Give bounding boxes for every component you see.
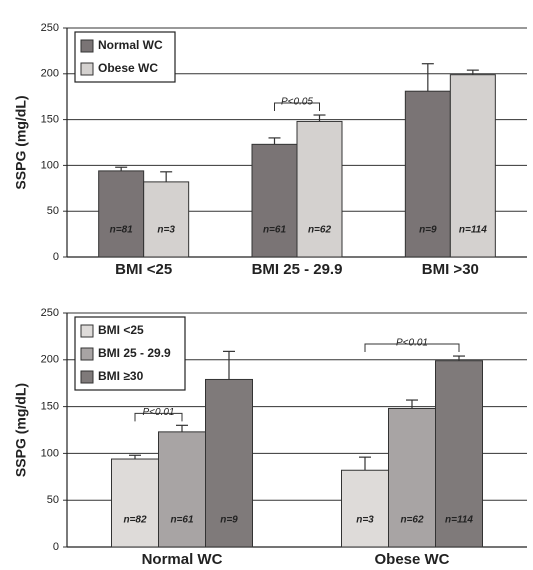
y-tick-label: 250 [41,307,59,319]
x-tick-label: BMI <25 [115,261,172,278]
x-tick-label: BMI 25 - 29.9 [252,261,343,278]
n-label: n=61 [170,515,194,526]
y-tick-label: 200 [41,354,59,366]
bar [388,407,436,548]
n-label: n=62 [400,515,424,526]
annotation: P<0.01 [396,338,428,349]
legend-swatch [80,62,94,76]
bar [251,143,298,258]
bar [98,170,145,258]
n-label: n=9 [419,225,437,236]
legend-label: BMI ≥30 [98,369,144,383]
y-axis-label: SSPG (mg/dL) [13,95,29,189]
significance-bracket [364,343,460,353]
legend-label: BMI <25 [98,323,144,337]
y-tick-label: 200 [41,68,59,80]
annotation: P<0.01 [143,407,175,418]
bar [296,120,343,258]
y-tick-label: 250 [41,22,59,34]
legend-swatch [80,39,94,53]
legend-label: Normal WC [98,38,163,52]
significance-bracket [134,412,183,422]
y-tick-label: 0 [53,541,59,553]
legend-swatch [80,347,94,361]
bar [158,431,206,548]
y-tick-label: 150 [41,114,59,126]
x-tick-label: Obese WC [374,551,449,568]
y-tick-label: 50 [47,205,59,217]
n-label: n=3 [356,515,374,526]
bar [143,181,190,258]
bar [205,378,253,548]
legend-swatch [80,324,94,338]
y-tick-label: 150 [41,401,59,413]
y-tick-label: 100 [41,159,59,171]
bar [341,469,389,548]
y-axis-label: SSPG (mg/dL) [13,383,29,477]
n-label: n=61 [263,225,287,236]
y-tick-label: 0 [53,251,59,263]
x-tick-label: Normal WC [142,551,223,568]
n-label: n=62 [308,225,332,236]
bar [111,458,159,548]
n-label: n=82 [123,515,147,526]
bar [435,360,483,548]
significance-bracket [274,102,320,112]
legend-label: BMI 25 - 29.9 [98,346,171,360]
n-label: n=9 [220,515,238,526]
annotation: P<0.05 [281,97,313,108]
n-label: n=114 [445,515,473,526]
bar [449,74,496,258]
y-tick-label: 50 [47,494,59,506]
n-label: n=3 [157,225,175,236]
n-label: n=114 [459,225,487,236]
n-label: n=81 [110,225,134,236]
legend-label: Obese WC [98,61,158,75]
legend-swatch [80,370,94,384]
y-tick-label: 100 [41,447,59,459]
x-tick-label: BMI >30 [422,261,479,278]
